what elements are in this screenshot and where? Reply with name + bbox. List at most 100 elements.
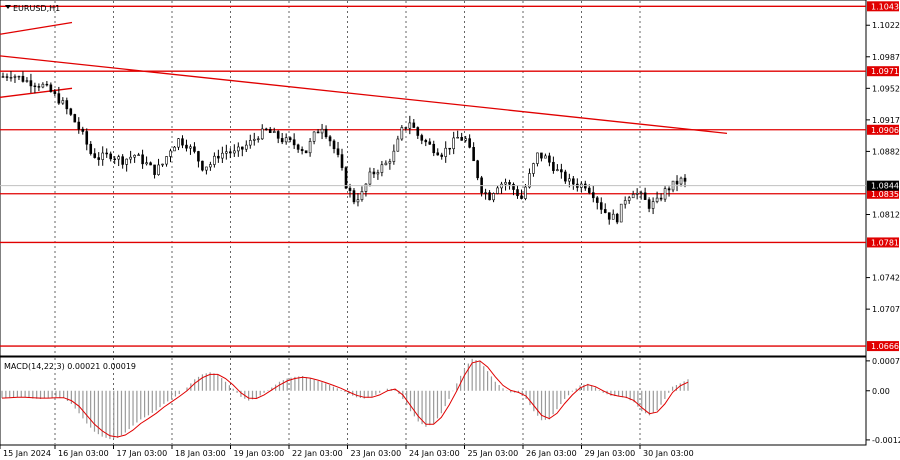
candle-body (516, 189, 519, 197)
time-tick-label: 30 Jan 03:00 (643, 449, 694, 458)
candle-body (81, 128, 85, 132)
candle-body (344, 167, 348, 189)
candle-body (177, 138, 180, 148)
candle-body (69, 108, 73, 115)
candle-body (141, 154, 144, 165)
candle-body (45, 83, 49, 86)
candle-body (536, 152, 539, 164)
candle-body (595, 197, 599, 203)
candle-body (292, 139, 296, 146)
candle-body (484, 192, 487, 194)
candle-body (364, 183, 368, 192)
candle-body (233, 150, 236, 154)
level-tag (867, 341, 899, 352)
candle-body (129, 156, 132, 160)
candle-body (496, 187, 499, 194)
candle-body (5, 76, 9, 78)
candle-body (13, 76, 17, 78)
candle-body (316, 131, 320, 134)
candle-body (556, 169, 559, 171)
candle-body (647, 199, 651, 209)
candle-body (304, 150, 308, 154)
price-pane[interactable]: EURUSD,H1 (0, 0, 867, 357)
vertical-gridlines (54, 1, 641, 355)
candle-body (105, 152, 108, 155)
candle-body (384, 162, 388, 166)
macd-signal-line (1, 360, 689, 438)
candle-body (520, 195, 523, 199)
candle-body (444, 147, 448, 157)
candle-body (356, 199, 360, 203)
candle-body (651, 201, 655, 209)
price-tick-label: 1.0882 (872, 147, 900, 156)
candle-body (396, 138, 400, 152)
candle-body (623, 200, 627, 205)
candle-body (264, 128, 268, 131)
time-tick-label: 19 Jan 03:00 (234, 449, 285, 458)
candle-body (572, 178, 575, 185)
candle-body (189, 146, 192, 149)
candle-body (348, 187, 352, 191)
candle-body (452, 137, 455, 150)
level-tag (867, 1, 899, 12)
level-tag (867, 188, 899, 199)
candle-body (125, 158, 128, 165)
candle-body (476, 160, 479, 179)
candle-body (109, 153, 112, 160)
candle-body (464, 138, 467, 141)
candle-body (456, 137, 459, 139)
candle-body (603, 209, 607, 213)
current-price-label: 1.0844 (871, 182, 899, 191)
candle-body (209, 164, 212, 168)
candle-body (352, 190, 356, 203)
candle-body (65, 100, 69, 110)
candle-body (201, 160, 204, 171)
candle-body (217, 155, 220, 159)
candle-body (611, 213, 615, 220)
candle-body (420, 135, 424, 141)
candle-body (9, 77, 13, 79)
candle-body (564, 171, 567, 182)
candle-body (229, 151, 232, 154)
candle-body (544, 155, 547, 159)
macd-label: MACD(14,22,3) 0.00021 0.00019 (4, 362, 136, 371)
macd-pane[interactable]: MACD(14,22,3) 0.00021 0.00019 (0, 356, 867, 446)
candle-body (528, 173, 531, 188)
candle-body (153, 164, 156, 175)
candle-body (468, 138, 471, 148)
candle-body (388, 161, 392, 164)
candle-body (117, 156, 120, 160)
candle-body (404, 127, 408, 129)
candle-body (260, 128, 264, 140)
candle-body (508, 182, 511, 185)
candle-body (33, 85, 37, 87)
candle-body (328, 136, 332, 142)
candle-body (639, 192, 643, 194)
candle-body (17, 75, 21, 78)
candle-body (524, 186, 527, 199)
candle-body (324, 128, 328, 138)
candle-body (137, 154, 140, 156)
candle-body (241, 146, 244, 150)
candle-body (675, 180, 679, 185)
candle-body (552, 161, 555, 171)
candle-body (416, 127, 420, 136)
candle-body (540, 152, 543, 159)
candle-body (432, 143, 436, 154)
candle-body (53, 91, 57, 94)
price-tick-label: 1.0917 (872, 116, 900, 125)
time-tick-label: 29 Jan 03:00 (585, 449, 636, 458)
time-tick-label: 25 Jan 03:00 (468, 449, 519, 458)
candle-body (145, 162, 148, 165)
candle-body (591, 192, 595, 199)
candle-body (400, 127, 404, 140)
candle-body (41, 83, 45, 88)
candle-body (300, 149, 304, 152)
level-tag-label: 1.0781 (871, 238, 899, 247)
candle-body (29, 80, 33, 87)
time-axis[interactable]: 15 Jan 2024 16 Jan 03:00 17 Jan 03:00 18 Ja… (0, 445, 694, 458)
price-axis[interactable]: 1.1022 1.0987 1.0952 1.0917 1.0882 1.0812 1.07… (866, 1, 900, 352)
macd-axis[interactable]: 0.00073 0.00 -0.0012 (866, 357, 900, 445)
candle-body (627, 197, 631, 201)
candle-body (548, 155, 551, 163)
